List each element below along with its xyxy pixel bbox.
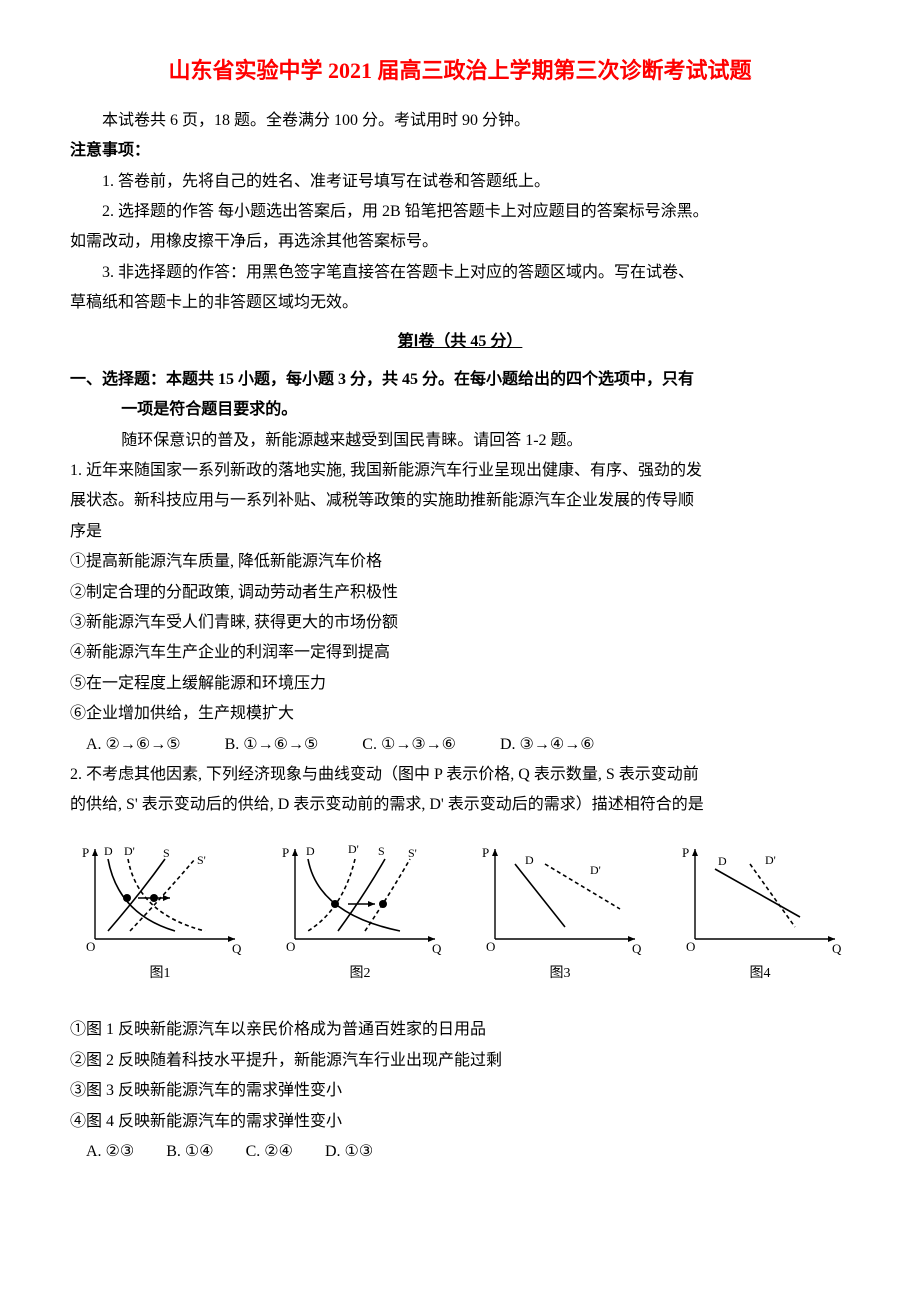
q1-stem-3: 序是 (70, 517, 850, 547)
q1-opt-a: A. ②→⑥→⑤ (86, 736, 181, 753)
q2-choice-1: ①图 1 反映新能源汽车以亲民价格成为普通百姓家的日用品 (70, 1015, 850, 1045)
svg-text:Q: Q (432, 941, 442, 956)
notice-header: 注意事项： (70, 136, 850, 166)
q1-opt-c: C. ①→③→⑥ (362, 736, 456, 753)
chart-4: P Q O D D' 图4 (670, 839, 850, 988)
svg-text:D': D' (124, 844, 135, 858)
q1-stem-2: 展状态。新科技应用与一系列补贴、减税等政策的实施助推新能源汽车企业发展的传导顺 (70, 486, 850, 516)
notice-1: 1. 答卷前，先将自己的姓名、准考证号填写在试卷和答题纸上。 (70, 167, 850, 197)
q2-options: A. ②③ B. ①④ C. ②④ D. ①③ (86, 1137, 850, 1167)
svg-text:P: P (282, 845, 289, 860)
q1-opt-b: B. ①→⑥→⑤ (225, 736, 319, 753)
chart-3: P Q O D D' 图3 (470, 839, 650, 988)
q2-opt-c: C. ②④ (246, 1143, 293, 1160)
q2-opt-d: D. ①③ (325, 1143, 373, 1160)
svg-text:D: D (306, 844, 315, 858)
notice-3b: 草稿纸和答题卡上的非答题区域均无效。 (70, 288, 850, 318)
svg-text:O: O (486, 939, 495, 954)
svg-text:Q: Q (632, 941, 642, 956)
part-header-2: 一项是符合题目要求的。 (70, 395, 850, 425)
q1-choice-1: ①提高新能源汽车质量, 降低新能源汽车价格 (70, 547, 850, 577)
q2-opt-b: B. ①④ (166, 1143, 213, 1160)
q1-options: A. ②→⑥→⑤ B. ①→⑥→⑤ C. ①→③→⑥ D. ③→④→⑥ (86, 730, 850, 760)
svg-text:D: D (718, 854, 727, 868)
chart-row: P Q O D D' S S' 图1 P Q O D D' (70, 839, 850, 988)
lead-in: 随环保意识的普及，新能源越来越受到国民青睐。请回答 1-2 题。 (70, 426, 850, 456)
svg-text:D': D' (348, 842, 359, 856)
q2-choice-3: ③图 3 反映新能源汽车的需求弹性变小 (70, 1076, 850, 1106)
q1-choice-5: ⑤在一定程度上缓解能源和环境压力 (70, 669, 850, 699)
svg-text:Q: Q (832, 941, 842, 956)
svg-text:P: P (482, 845, 489, 860)
svg-text:D': D' (590, 863, 601, 877)
intro-text: 本试卷共 6 页，18 题。全卷满分 100 分。考试用时 90 分钟。 (70, 106, 850, 136)
q2-choice-2: ②图 2 反映随着科技水平提升，新能源汽车行业出现产能过剩 (70, 1046, 850, 1076)
svg-text:D': D' (765, 853, 776, 867)
svg-text:S: S (378, 844, 385, 858)
section-1-header: 第Ⅰ卷（共 45 分） (70, 327, 850, 357)
chart-1: P Q O D D' S S' 图1 (70, 839, 250, 988)
chart-4-label: 图4 (670, 961, 850, 988)
svg-text:D: D (525, 853, 534, 867)
chart-2-label: 图2 (270, 961, 450, 988)
svg-text:D: D (104, 844, 113, 858)
axis-p-label: P (82, 845, 89, 860)
notice-3a: 3. 非选择题的作答：用黑色签字笔直接答在答题卡上对应的答题区域内。写在试卷、 (70, 258, 850, 288)
svg-text:O: O (286, 939, 295, 954)
axis-o-label: O (86, 939, 95, 954)
q2-stem-2: 的供给, S' 表示变动后的供给, D 表示变动前的需求, D' 表示变动后的需… (70, 790, 850, 820)
q2-choice-4: ④图 4 反映新能源汽车的需求弹性变小 (70, 1107, 850, 1137)
q1-stem-1: 1. 近年来随国家一系列新政的落地实施, 我国新能源汽车行业呈现出健康、有序、强… (70, 456, 850, 486)
chart-2: P Q O D D' S S' 图2 (270, 839, 450, 988)
q1-choice-4: ④新能源汽车生产企业的利润率一定得到提高 (70, 638, 850, 668)
q1-choice-2: ②制定合理的分配政策, 调动劳动者生产积极性 (70, 578, 850, 608)
q1-choice-3: ③新能源汽车受人们青睐, 获得更大的市场份额 (70, 608, 850, 638)
notice-2b: 如需改动，用橡皮擦干净后，再选涂其他答案标号。 (70, 227, 850, 257)
chart-3-label: 图3 (470, 961, 650, 988)
svg-text:S': S' (408, 846, 417, 860)
svg-text:S': S' (197, 853, 206, 867)
page-title: 山东省实验中学 2021 届高三政治上学期第三次诊断考试试题 (70, 50, 850, 92)
axis-q-label: Q (232, 941, 242, 956)
svg-text:P: P (682, 845, 689, 860)
svg-text:S: S (163, 846, 170, 860)
chart-1-label: 图1 (70, 961, 250, 988)
q1-choice-6: ⑥企业增加供给，生产规模扩大 (70, 699, 850, 729)
q2-opt-a: A. ②③ (86, 1143, 134, 1160)
svg-text:O: O (686, 939, 695, 954)
q2-stem-1: 2. 不考虑其他因素, 下列经济现象与曲线变动（图中 P 表示价格, Q 表示数… (70, 760, 850, 790)
q1-opt-d: D. ③→④→⑥ (500, 736, 595, 753)
part-header-1: 一、选择题：本题共 15 小题，每小题 3 分，共 45 分。在每小题给出的四个… (70, 365, 850, 395)
notice-2a: 2. 选择题的作答 每小题选出答案后，用 2B 铅笔把答题卡上对应题目的答案标号… (70, 197, 850, 227)
